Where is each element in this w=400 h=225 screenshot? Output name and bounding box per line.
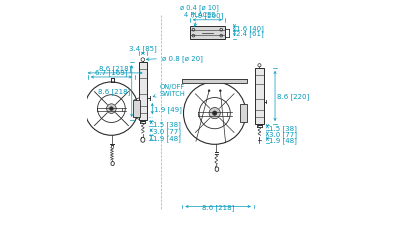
Circle shape — [212, 111, 217, 116]
Text: 3.4 [85]: 3.4 [85] — [129, 45, 157, 52]
Text: ø 0.8 [ø 20]: ø 0.8 [ø 20] — [146, 55, 203, 61]
Circle shape — [219, 90, 221, 92]
Text: 1.9 [49]: 1.9 [49] — [154, 106, 182, 112]
Text: ø 0.4 [ø 10]
4 PLACES: ø 0.4 [ø 10] 4 PLACES — [180, 4, 219, 27]
Text: ON/OFF
SWITCH: ON/OFF SWITCH — [153, 83, 185, 98]
Text: 8.6 [218]: 8.6 [218] — [202, 203, 234, 210]
Text: 1.9 [48]: 1.9 [48] — [269, 137, 296, 144]
Text: 8.6 [218]: 8.6 [218] — [98, 88, 130, 95]
Bar — [190, 27, 225, 40]
Circle shape — [208, 90, 210, 92]
Text: 2.4 [61]: 2.4 [61] — [236, 30, 264, 37]
Bar — [138, 63, 147, 120]
Text: 1.5 [38]: 1.5 [38] — [269, 125, 296, 131]
Bar — [133, 101, 140, 117]
Circle shape — [110, 107, 113, 111]
Circle shape — [209, 108, 220, 119]
Circle shape — [107, 104, 116, 114]
Text: 1.6 [40]: 1.6 [40] — [236, 26, 264, 32]
Bar — [240, 105, 247, 123]
Text: 1.5 [38]: 1.5 [38] — [153, 121, 181, 127]
Text: 7.9 [200]: 7.9 [200] — [191, 12, 224, 19]
Text: 3.0 [77]: 3.0 [77] — [153, 127, 181, 134]
Text: 8.6 [218]: 8.6 [218] — [99, 65, 131, 71]
Text: 3.0 [77]: 3.0 [77] — [269, 131, 297, 137]
Bar — [182, 79, 248, 84]
Text: 6.7 [169]: 6.7 [169] — [95, 69, 128, 76]
Bar — [255, 69, 264, 124]
Text: 8.6 [220]: 8.6 [220] — [277, 93, 309, 100]
Text: 1.9 [48]: 1.9 [48] — [153, 135, 181, 141]
